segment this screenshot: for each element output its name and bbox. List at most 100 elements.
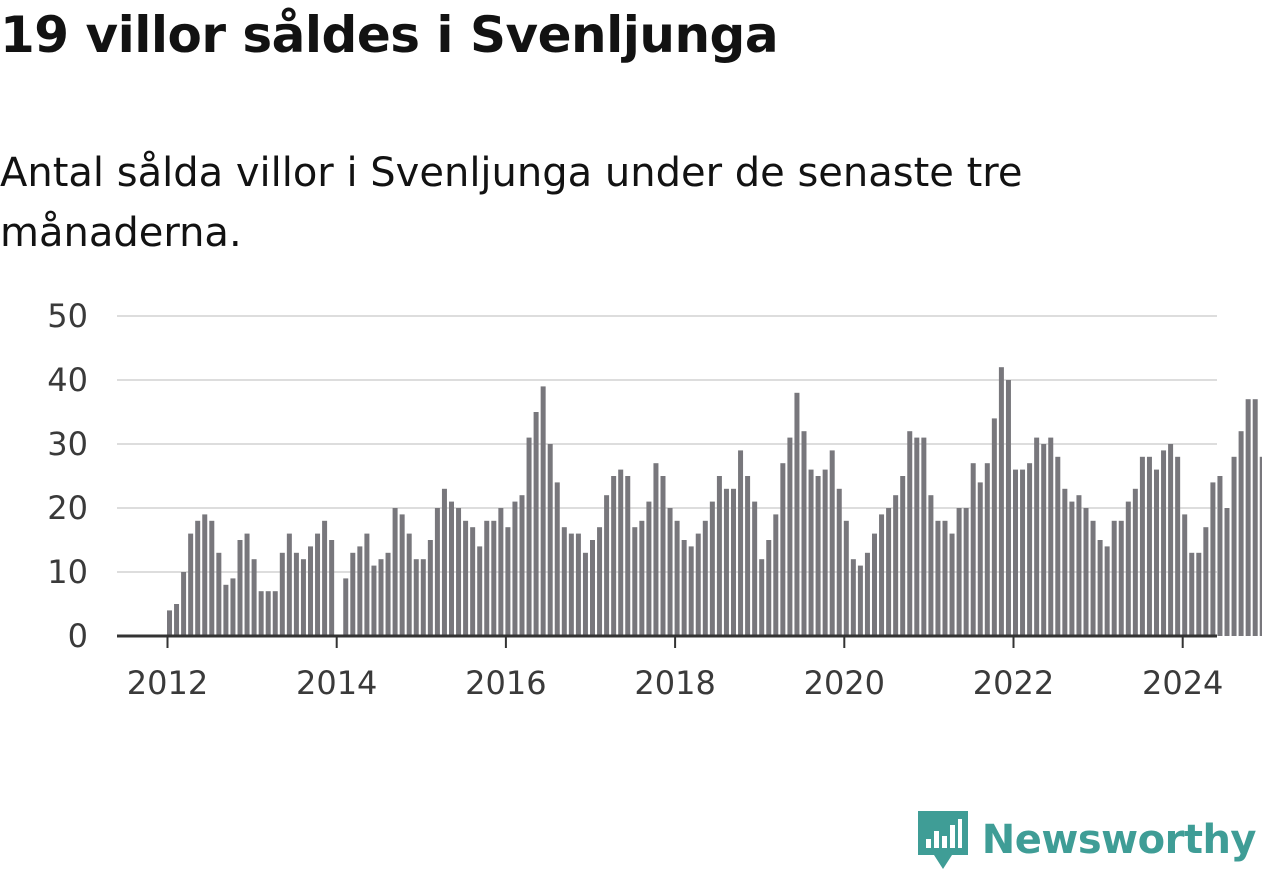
x-tick-label-2018: 2018	[634, 664, 715, 702]
bar-152	[1238, 431, 1244, 636]
bar-145	[1189, 552, 1195, 636]
bar-97	[850, 559, 856, 636]
bar-105	[907, 431, 913, 636]
bar-27	[357, 546, 363, 636]
x-tick-label-2016: 2016	[465, 664, 546, 702]
bar-151	[1231, 456, 1237, 636]
bar-119	[1005, 380, 1011, 636]
bar-60	[590, 540, 595, 636]
bar-2	[181, 572, 187, 636]
x-tick-label-2020: 2020	[804, 664, 885, 702]
bar-17	[286, 533, 292, 636]
bar-136	[1125, 501, 1131, 636]
bar-21	[315, 533, 321, 636]
bar-63	[611, 476, 617, 636]
bar-130	[1083, 508, 1089, 636]
bar-12	[251, 559, 257, 636]
bar-50	[519, 495, 525, 636]
bar-95	[836, 488, 842, 636]
bar-16	[279, 552, 285, 636]
bar-9	[230, 578, 236, 636]
bar-33	[399, 514, 405, 636]
bar-133	[1104, 546, 1110, 636]
bar-78	[716, 476, 722, 636]
newsworthy-logo-icon	[917, 811, 968, 869]
y-tick-label-50: 50	[47, 297, 88, 335]
y-tick-label-10: 10	[47, 553, 88, 591]
bar-18	[293, 552, 299, 636]
bar-76	[702, 520, 708, 636]
bar-11	[244, 533, 250, 636]
x-axis-ticks	[166, 636, 1184, 648]
bar-45	[484, 520, 490, 636]
bar-93	[822, 469, 828, 636]
bar-134	[1111, 520, 1117, 636]
bar-58	[575, 533, 581, 636]
bar-34	[406, 533, 412, 636]
bar-26	[350, 552, 356, 636]
bar-4	[195, 520, 201, 636]
bar-113	[963, 508, 969, 636]
bar-47	[498, 508, 504, 636]
bar-72	[674, 520, 680, 636]
bar-6	[209, 520, 215, 636]
bar-62	[604, 495, 610, 636]
bar-148	[1210, 482, 1216, 636]
bar-99	[864, 552, 870, 636]
bar-81	[738, 450, 744, 636]
bar-108	[928, 495, 934, 636]
bar-144	[1182, 514, 1188, 636]
bar-139	[1146, 456, 1152, 636]
bar-54	[547, 444, 553, 636]
bar-55	[554, 482, 560, 636]
bar-141	[1161, 450, 1167, 636]
bar-155	[1259, 456, 1262, 636]
x-tick-label-2024: 2024	[1142, 664, 1223, 702]
bar-37	[427, 540, 433, 636]
bar-14	[265, 591, 271, 636]
bar-80	[731, 488, 736, 636]
bar-53	[540, 386, 546, 636]
bar-67	[639, 520, 645, 636]
bar-96	[843, 520, 849, 636]
bar-122	[1027, 463, 1033, 636]
bar-61	[597, 527, 603, 636]
bar-73	[681, 540, 687, 636]
bar-98	[857, 565, 863, 636]
bar-59	[582, 552, 588, 636]
grid-lines	[117, 315, 1217, 573]
bar-129	[1076, 495, 1082, 636]
bar-41	[456, 508, 462, 636]
bar-104	[900, 476, 906, 636]
bar-109	[935, 520, 941, 636]
bar-106	[914, 437, 920, 636]
bar-111	[949, 533, 955, 636]
bar-79	[723, 488, 729, 636]
bar-42	[463, 520, 469, 636]
bar-1	[174, 604, 180, 636]
bar-3	[188, 533, 194, 636]
bar-143	[1175, 456, 1181, 636]
bar-86	[773, 514, 779, 636]
bar-112	[956, 508, 962, 636]
bar-44	[477, 546, 483, 636]
bar-30	[378, 559, 384, 636]
x-tick-label-2012: 2012	[127, 664, 208, 702]
bar-70	[660, 476, 666, 636]
bar-71	[667, 508, 673, 636]
newsworthy-logo: Newsworthy	[917, 811, 1257, 869]
bar-43	[470, 527, 476, 636]
bar-31	[385, 552, 391, 636]
bar-123	[1034, 437, 1040, 636]
bar-40	[449, 501, 454, 636]
bar-84	[759, 559, 765, 636]
bar-88	[787, 437, 793, 636]
bar-35	[413, 559, 419, 636]
bar-38	[434, 508, 440, 636]
bar-39	[441, 488, 447, 636]
bar-132	[1097, 540, 1103, 636]
bar-83	[752, 501, 758, 636]
bar-36	[420, 559, 426, 636]
bar-22	[322, 520, 328, 636]
bar-146	[1196, 552, 1202, 636]
